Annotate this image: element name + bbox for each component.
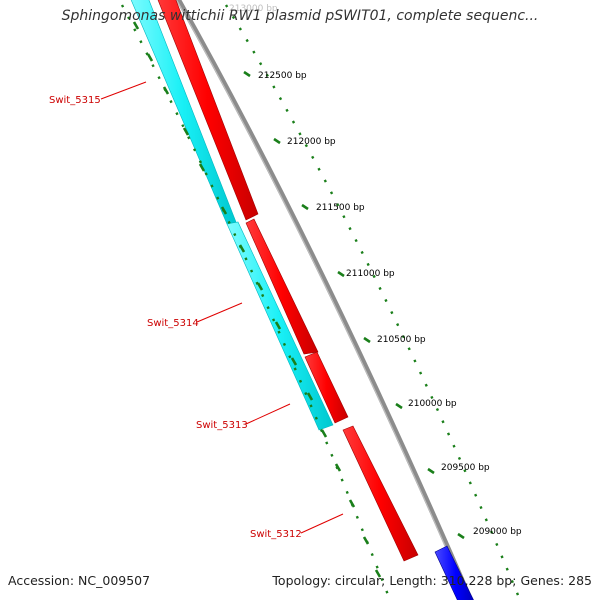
ruler-label-211500: 211500 bp xyxy=(316,203,365,213)
ruler-label-209500: 209500 bp xyxy=(441,463,490,473)
gene-arrow-swit-5315[interactable] xyxy=(156,0,259,221)
gene-label-leaders xyxy=(100,81,344,534)
accession-label: Accession: xyxy=(8,573,75,588)
outer-ruler-ticks xyxy=(243,70,465,540)
ruler-labels: 213000 bp 212500 bp 212000 bp 211500 bp … xyxy=(229,4,522,537)
gene-arrow-swit-5312[interactable] xyxy=(342,425,419,562)
gene-arrow-swit-5313[interactable] xyxy=(304,351,349,424)
gene-label-swit-5313[interactable]: Swit_5313 xyxy=(196,420,248,431)
backbone-arc xyxy=(175,0,474,600)
gene-labels: Swit_5315 Swit_5314 Swit_5313 Swit_5312 xyxy=(49,95,302,540)
ruler-label-212500: 212500 bp xyxy=(258,71,307,81)
inner-ruler-ticks xyxy=(132,21,382,578)
gene-arrow-reverse[interactable] xyxy=(129,0,237,225)
gene-arrow-swit-5314[interactable] xyxy=(245,218,319,355)
gene-label-swit-5314[interactable]: Swit_5314 xyxy=(147,318,199,329)
footer-summary: Topology: circular; Length: 310,228 bp; … xyxy=(272,573,592,588)
length-label: Length: xyxy=(389,573,437,588)
ruler-label-210000: 210000 bp xyxy=(408,399,457,409)
gene-arrow-reverse-2[interactable] xyxy=(226,221,334,431)
footer-accession: Accession: NC_009507 xyxy=(8,573,150,588)
ruler-label-209000: 209000 bp xyxy=(473,527,522,537)
ruler-label-210500: 210500 bp xyxy=(377,335,426,345)
topology-value: circular; xyxy=(334,573,386,588)
accession-value: NC_009507 xyxy=(78,573,151,588)
backbone-arc-highlight xyxy=(175,0,470,600)
length-value: 310,228 bp; xyxy=(440,573,517,588)
gene-arrow-blue[interactable] xyxy=(434,545,476,600)
topology-label: Topology: xyxy=(272,573,331,588)
ruler-label-213000: 213000 bp xyxy=(229,4,278,14)
genes-label: Genes: xyxy=(520,573,565,588)
inner-ruler-dotted-arc xyxy=(120,4,392,600)
gene-label-swit-5315[interactable]: Swit_5315 xyxy=(49,95,101,106)
map-title: Sphingomonas wittichii RW1 plasmid pSWIT… xyxy=(61,8,539,24)
ruler-label-212000: 212000 bp xyxy=(287,137,336,147)
genes-value: 285 xyxy=(568,573,592,588)
gene-label-swit-5312[interactable]: Swit_5312 xyxy=(250,529,302,540)
ruler-label-211000: 211000 bp xyxy=(346,269,395,279)
